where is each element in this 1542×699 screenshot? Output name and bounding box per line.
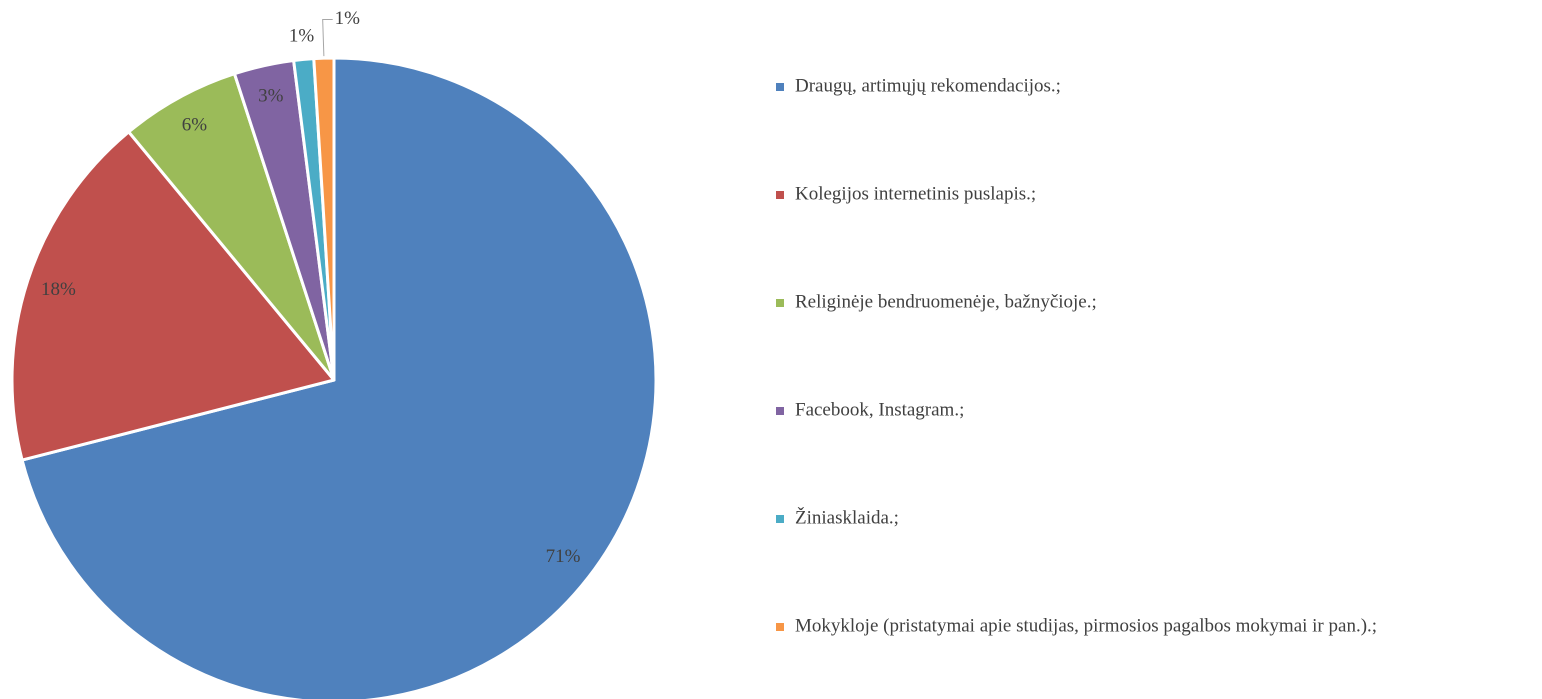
- data-label: 71%: [546, 546, 581, 567]
- legend-label: Mokykloje (pristatymai apie studijas, pi…: [795, 615, 1377, 636]
- legend-swatch: [776, 407, 784, 415]
- data-label: 3%: [258, 86, 284, 107]
- leader-line: [322, 19, 333, 57]
- legend-swatch: [776, 515, 784, 523]
- pie-slice: [10, 130, 336, 462]
- pie-slice: [312, 56, 336, 382]
- data-label: 18%: [41, 279, 76, 300]
- legend-label: Religinėje bendruomenėje, bažnyčioje.;: [795, 291, 1097, 312]
- legend-swatch: [776, 299, 784, 307]
- legend-label: Žiniasklaida.;: [795, 506, 899, 528]
- legend-swatch: [776, 191, 784, 199]
- legend-label: Draugų, artimųjų rekomendacijos.;: [795, 75, 1061, 96]
- legend-label: Kolegijos internetinis puslapis.;: [795, 183, 1036, 204]
- data-label: 1%: [335, 8, 361, 29]
- data-label: 1%: [289, 25, 315, 46]
- data-label: 6%: [182, 114, 208, 135]
- pie-slice: [20, 56, 658, 699]
- legend-swatch: [776, 623, 784, 631]
- legend-label: Facebook, Instagram.;: [795, 399, 964, 420]
- pie-slice: [127, 72, 336, 382]
- legend-swatch: [776, 83, 784, 91]
